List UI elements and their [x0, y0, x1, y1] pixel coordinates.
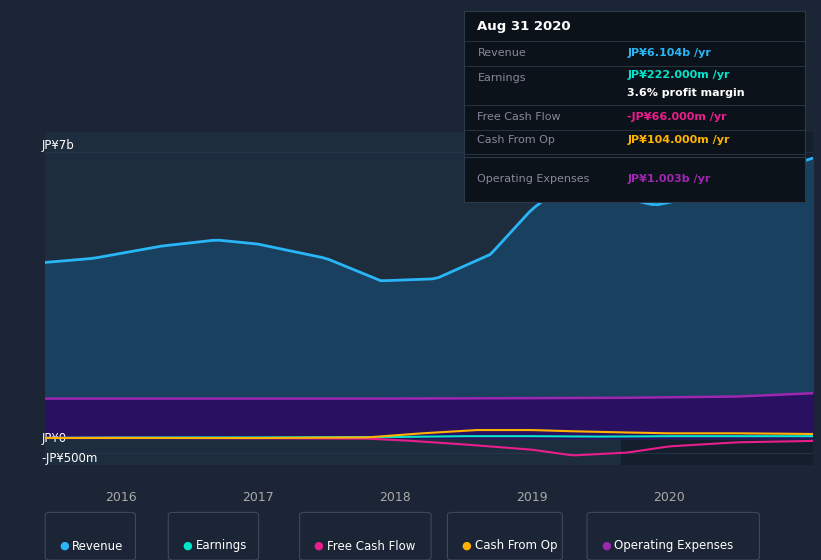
- Text: ●: ●: [59, 541, 69, 551]
- Text: Earnings: Earnings: [195, 539, 247, 553]
- Text: 2017: 2017: [241, 492, 273, 505]
- Text: 3.6% profit margin: 3.6% profit margin: [627, 88, 745, 98]
- Text: JP¥1.003b /yr: JP¥1.003b /yr: [627, 174, 711, 184]
- Text: JP¥0: JP¥0: [41, 432, 67, 445]
- Text: 2019: 2019: [516, 492, 548, 505]
- Text: JP¥7b: JP¥7b: [41, 139, 74, 152]
- Text: Free Cash Flow: Free Cash Flow: [478, 111, 561, 122]
- Text: Cash From Op: Cash From Op: [478, 136, 555, 145]
- Text: Aug 31 2020: Aug 31 2020: [478, 20, 571, 32]
- Text: 2018: 2018: [378, 492, 410, 505]
- Text: Revenue: Revenue: [72, 539, 124, 553]
- Text: -JP¥500m: -JP¥500m: [41, 452, 98, 465]
- Text: Revenue: Revenue: [478, 48, 526, 58]
- Text: ●: ●: [461, 541, 471, 551]
- Text: Cash From Op: Cash From Op: [475, 539, 557, 553]
- Bar: [621, 132, 821, 465]
- Text: JP¥222.000m /yr: JP¥222.000m /yr: [627, 70, 730, 80]
- Text: ●: ●: [182, 541, 192, 551]
- Text: Free Cash Flow: Free Cash Flow: [327, 539, 415, 553]
- Text: 2016: 2016: [105, 492, 136, 505]
- Text: Operating Expenses: Operating Expenses: [478, 174, 589, 184]
- Text: Earnings: Earnings: [478, 73, 526, 83]
- Text: JP¥6.104b /yr: JP¥6.104b /yr: [627, 48, 711, 58]
- Text: JP¥104.000m /yr: JP¥104.000m /yr: [627, 136, 730, 145]
- Text: ●: ●: [601, 541, 611, 551]
- Text: Operating Expenses: Operating Expenses: [614, 539, 733, 553]
- Text: 2020: 2020: [653, 492, 685, 505]
- Text: -JP¥66.000m /yr: -JP¥66.000m /yr: [627, 111, 727, 122]
- Text: ●: ●: [314, 541, 323, 551]
